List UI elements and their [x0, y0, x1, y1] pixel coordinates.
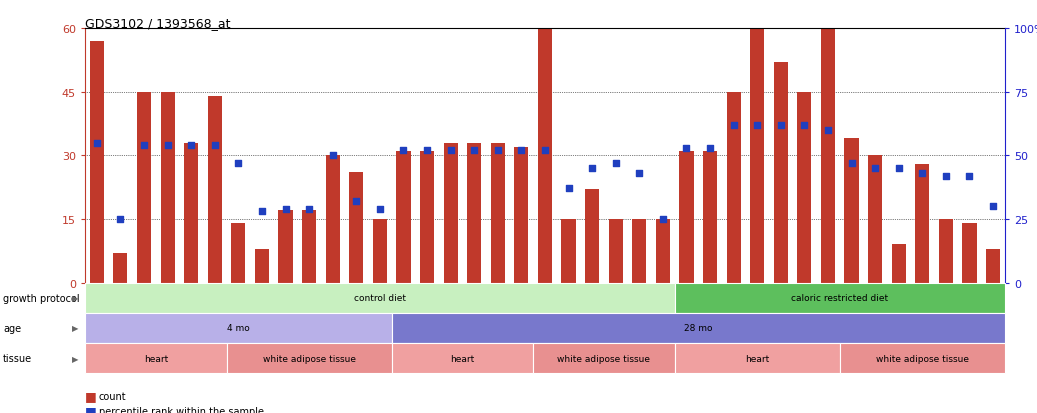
Bar [916, 164, 929, 283]
Bar [396, 152, 411, 283]
Bar [938, 219, 953, 283]
Text: ■: ■ [85, 404, 96, 413]
Bar [821, 0, 835, 283]
Bar [161, 93, 174, 283]
Point [985, 204, 1002, 210]
Point [584, 165, 600, 172]
Bar [349, 173, 363, 283]
Point [678, 145, 695, 152]
Point [937, 173, 954, 180]
Bar [372, 219, 387, 283]
Bar [113, 253, 128, 283]
Bar [962, 224, 977, 283]
Bar [302, 211, 316, 283]
Text: age: age [3, 323, 21, 333]
Bar [986, 249, 1000, 283]
Bar [514, 147, 529, 283]
Point [325, 152, 341, 159]
Bar [467, 143, 481, 283]
Bar [420, 152, 435, 283]
Point [702, 145, 719, 152]
Text: count: count [99, 391, 127, 401]
Bar [585, 190, 599, 283]
Bar [90, 42, 104, 283]
Point [230, 160, 247, 167]
Bar [561, 219, 576, 283]
Text: heart: heart [144, 354, 168, 363]
Text: GDS3102 / 1393568_at: GDS3102 / 1393568_at [85, 17, 230, 29]
Bar [326, 156, 340, 283]
Point [749, 122, 765, 129]
Bar [797, 93, 812, 283]
Point [443, 147, 459, 154]
Text: percentile rank within the sample: percentile rank within the sample [99, 406, 263, 413]
Point [206, 142, 223, 149]
Text: caloric restricted diet: caloric restricted diet [791, 294, 889, 302]
Bar [727, 93, 740, 283]
Bar [231, 224, 246, 283]
Bar [207, 97, 222, 283]
Point [136, 142, 152, 149]
Text: ▶: ▶ [73, 354, 79, 363]
Text: ▶: ▶ [73, 324, 79, 332]
Point [277, 206, 293, 213]
Bar [255, 249, 269, 283]
Text: heart: heart [745, 354, 769, 363]
Bar [844, 139, 859, 283]
Point [654, 216, 671, 223]
Bar [679, 152, 694, 283]
Bar [774, 63, 788, 283]
Point [348, 198, 365, 205]
Point [112, 216, 129, 223]
Bar [185, 143, 198, 283]
Bar [278, 211, 292, 283]
Text: ■: ■ [85, 389, 96, 403]
Point [160, 142, 176, 149]
Point [867, 165, 884, 172]
Point [608, 160, 624, 167]
Bar [868, 156, 882, 283]
Point [254, 209, 271, 215]
Bar [444, 143, 457, 283]
Bar [609, 219, 623, 283]
Point [489, 147, 506, 154]
Point [419, 147, 436, 154]
Point [796, 122, 813, 129]
Point [371, 206, 388, 213]
Point [301, 206, 317, 213]
Point [843, 160, 860, 167]
Bar [538, 0, 552, 283]
Text: heart: heart [450, 354, 475, 363]
Point [560, 185, 577, 192]
Point [773, 122, 789, 129]
Text: 28 mo: 28 mo [684, 324, 712, 332]
Point [183, 142, 199, 149]
Bar [137, 93, 151, 283]
Text: control diet: control diet [354, 294, 405, 302]
Point [819, 127, 836, 134]
Point [961, 173, 978, 180]
Point [466, 147, 482, 154]
Point [891, 165, 907, 172]
Text: growth protocol: growth protocol [3, 293, 80, 303]
Point [88, 140, 105, 147]
Bar [655, 219, 670, 283]
Text: white adipose tissue: white adipose tissue [558, 354, 650, 363]
Point [513, 147, 530, 154]
Text: ▶: ▶ [73, 294, 79, 302]
Point [914, 171, 930, 177]
Point [725, 122, 741, 129]
Bar [633, 219, 646, 283]
Point [395, 147, 412, 154]
Bar [750, 0, 764, 283]
Text: tissue: tissue [3, 353, 32, 363]
Text: white adipose tissue: white adipose tissue [876, 354, 969, 363]
Bar [892, 245, 905, 283]
Point [537, 147, 554, 154]
Bar [703, 152, 718, 283]
Text: 4 mo: 4 mo [227, 324, 250, 332]
Text: white adipose tissue: white adipose tissue [262, 354, 356, 363]
Bar [491, 143, 505, 283]
Point [630, 171, 647, 177]
